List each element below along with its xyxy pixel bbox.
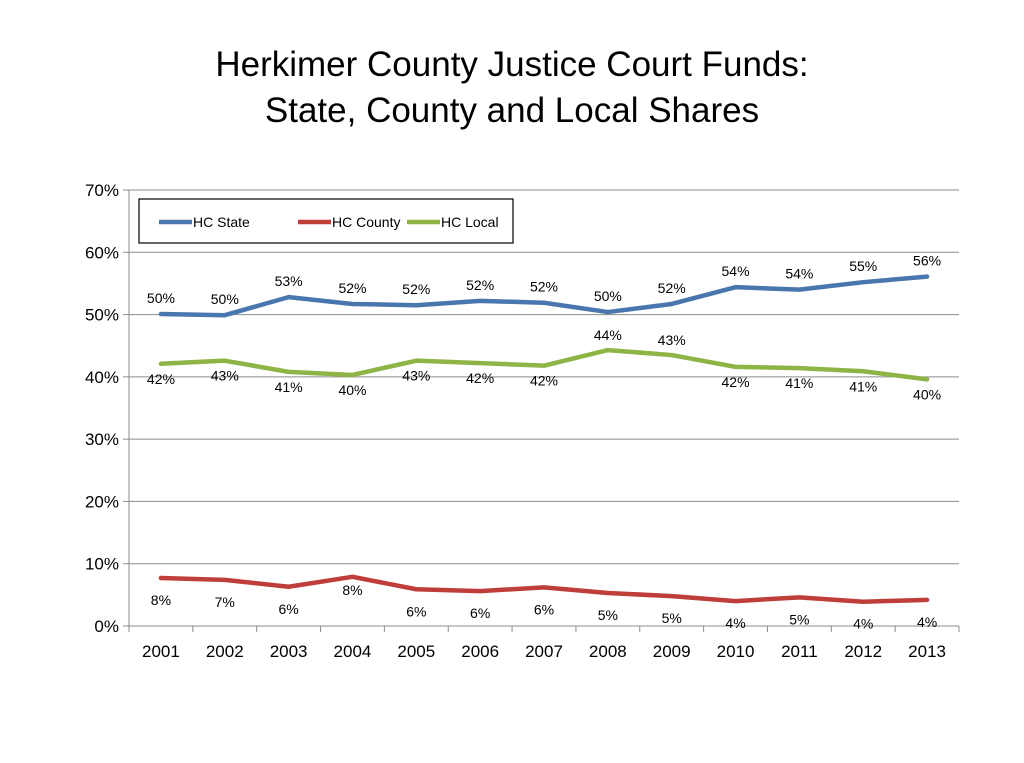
data-label: 43% xyxy=(658,332,686,348)
data-label: 50% xyxy=(211,291,239,307)
data-label: 5% xyxy=(598,607,618,623)
y-tick-label: 60% xyxy=(85,243,119,262)
data-label: 43% xyxy=(402,368,430,384)
data-label: 5% xyxy=(789,611,809,627)
data-label: 40% xyxy=(338,382,366,398)
x-tick-label: 2003 xyxy=(270,642,308,661)
series-hc-local: 42% 43% 41% 40% 43% 42% 42% 44% 43% 42% 41% 41% 40% xyxy=(147,327,941,402)
legend-label: HC State xyxy=(193,214,250,230)
chart-subtitle: State, County and Local Shares xyxy=(264,91,760,130)
data-label: 52% xyxy=(530,279,558,295)
y-tick-label: 40% xyxy=(85,368,119,387)
data-label: 4% xyxy=(853,616,873,632)
x-tick-label: 2009 xyxy=(653,642,691,661)
data-label: 4% xyxy=(917,614,937,630)
series-hc-state: 50% 50% 53% 52% 52% 52% 52% 50% 52% 54% 54% 55% 56% xyxy=(147,253,941,318)
data-label: 52% xyxy=(402,281,430,297)
data-label: 41% xyxy=(275,379,303,395)
data-label: 50% xyxy=(594,288,622,304)
x-tick-label: 2010 xyxy=(717,642,755,661)
x-tick-label: 2008 xyxy=(589,642,627,661)
y-tick-label: 0% xyxy=(94,617,119,636)
x-tick-label: 2013 xyxy=(908,642,946,661)
x-tick-label: 2011 xyxy=(781,642,818,661)
y-gridlines: 0% 10% 20% 30% 40% 50% 60% 70% xyxy=(85,181,959,636)
data-label: 7% xyxy=(215,594,235,610)
data-label: 40% xyxy=(913,386,941,402)
data-label: 8% xyxy=(151,592,171,608)
data-label: 42% xyxy=(147,371,175,387)
x-tick-label: 2004 xyxy=(334,642,372,661)
x-tick-label: 2001 xyxy=(142,642,180,661)
data-label: 4% xyxy=(725,615,745,631)
data-label: 50% xyxy=(147,290,175,306)
legend-label: HC County xyxy=(332,214,400,230)
legend: HC State HC County HC Local xyxy=(138,198,514,244)
data-label: 42% xyxy=(466,370,494,386)
data-label: 55% xyxy=(849,258,877,274)
x-tick-label: 2006 xyxy=(461,642,499,661)
x-tick-label: 2002 xyxy=(206,642,244,661)
data-label: 8% xyxy=(342,582,362,598)
data-label: 41% xyxy=(785,375,813,391)
data-label: 43% xyxy=(211,368,239,384)
y-tick-label: 10% xyxy=(85,555,119,574)
data-label: 41% xyxy=(849,378,877,394)
data-label: 42% xyxy=(722,374,750,390)
x-tick-label: 2005 xyxy=(397,642,435,661)
x-tick-label: 2007 xyxy=(525,642,563,661)
data-label: 54% xyxy=(722,263,750,279)
chart-title-block: Herkimer County Justice Court Funds: Sta… xyxy=(0,42,1024,134)
data-label: 53% xyxy=(275,273,303,289)
data-label: 42% xyxy=(530,373,558,389)
chart-title: Herkimer County Justice Court Funds: xyxy=(215,45,809,84)
series-line xyxy=(158,574,930,604)
y-tick-label: 70% xyxy=(85,181,119,200)
data-label: 54% xyxy=(785,266,813,282)
data-label: 6% xyxy=(470,605,490,621)
series-hc-county: 8% 7% 6% 8% 6% 6% 6% 5% 5% 4% 5% 4% 4% xyxy=(151,574,937,632)
data-label: 6% xyxy=(406,603,426,619)
data-label: 56% xyxy=(913,253,941,269)
data-label: 52% xyxy=(658,280,686,296)
x-axis-ticks: 2001 2002 2003 2004 2005 2006 2007 2008 2009 2010… xyxy=(128,626,960,661)
y-tick-label: 50% xyxy=(85,306,119,325)
x-tick-label: 2012 xyxy=(844,642,882,661)
data-label: 52% xyxy=(338,280,366,296)
data-label: 52% xyxy=(466,277,494,293)
data-label: 6% xyxy=(278,601,298,617)
y-tick-label: 20% xyxy=(85,492,119,511)
y-tick-label: 30% xyxy=(85,430,119,449)
data-label: 44% xyxy=(594,327,622,343)
data-label: 5% xyxy=(662,610,682,626)
legend-label: HC Local xyxy=(441,214,499,230)
data-label: 6% xyxy=(534,601,554,617)
